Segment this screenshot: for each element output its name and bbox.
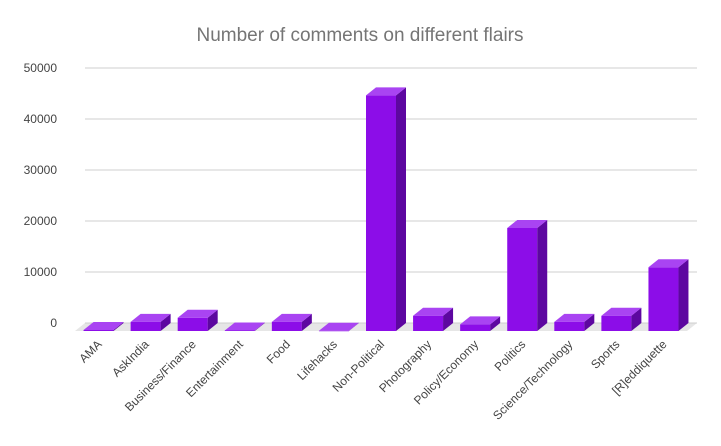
bars xyxy=(83,87,689,332)
bar-side xyxy=(113,321,124,331)
bar xyxy=(224,322,265,331)
x-axis-ticks: AMA AskIndiaBusiness/FinanceEntertainment… xyxy=(76,337,669,423)
x-tick-label: Lifehacks xyxy=(294,337,340,383)
bar-top xyxy=(648,259,689,268)
bar-top xyxy=(507,219,548,228)
bar-side xyxy=(631,307,642,331)
bar xyxy=(177,309,218,331)
bar-side xyxy=(678,259,689,331)
bar xyxy=(601,307,642,331)
bar xyxy=(413,307,454,331)
bar-front xyxy=(318,330,349,332)
bar-front xyxy=(601,315,632,331)
bar-side xyxy=(254,322,265,331)
bar xyxy=(648,259,689,331)
x-tick-label: Politics xyxy=(492,337,529,374)
bar-side xyxy=(301,313,312,331)
bar xyxy=(318,322,359,332)
bar-side xyxy=(537,219,548,331)
bar-top xyxy=(271,313,312,322)
y-tick-label: 10000 xyxy=(24,265,58,279)
bar xyxy=(460,316,501,331)
x-tick-label: Food xyxy=(264,337,293,366)
bar-front xyxy=(130,321,161,331)
bar-top xyxy=(554,313,595,322)
bar xyxy=(366,87,406,331)
bar-top xyxy=(413,307,454,316)
bar-side xyxy=(584,313,595,331)
bar-front xyxy=(507,227,538,331)
bar-side xyxy=(396,87,406,331)
bar-side xyxy=(490,316,501,331)
bar-front xyxy=(224,330,255,331)
bar xyxy=(271,313,312,331)
y-tick-label: 20000 xyxy=(24,214,58,228)
x-tick-label: Science/Technology xyxy=(490,337,575,422)
bar-front xyxy=(83,329,114,331)
bar xyxy=(554,313,595,331)
bar xyxy=(83,321,124,331)
bar-front xyxy=(177,317,208,331)
x-tick-label: AskIndia xyxy=(109,337,152,380)
bar-top xyxy=(601,307,642,316)
bar-side xyxy=(160,313,171,331)
bar-top xyxy=(130,313,171,322)
y-tick-label: 50000 xyxy=(24,61,58,75)
bar-top xyxy=(224,322,265,331)
bar-front xyxy=(271,321,302,331)
bar-front xyxy=(648,267,679,331)
chart-title: Number of comments on different flairs xyxy=(196,25,523,46)
y-axis-ticks: 0 10000 20000 30000 40000 50000 xyxy=(24,61,58,330)
y-tick-label: 30000 xyxy=(24,163,58,177)
bar-side xyxy=(348,322,359,331)
bar-side xyxy=(443,307,454,331)
y-tick-label: 40000 xyxy=(24,112,58,126)
bar-front xyxy=(554,321,585,331)
bar xyxy=(507,219,548,331)
x-tick-label: AMA xyxy=(76,337,104,365)
bar-top xyxy=(460,316,501,325)
bar-top xyxy=(318,322,359,331)
bar-top xyxy=(366,87,406,96)
bar xyxy=(130,313,171,331)
bar-front xyxy=(366,95,396,331)
bar-top xyxy=(83,321,124,330)
bar-side xyxy=(207,309,218,331)
bar-top xyxy=(177,309,218,318)
x-tick-label: Sports xyxy=(588,337,622,371)
bar-front xyxy=(413,315,444,331)
bar-front xyxy=(460,324,491,331)
y-tick-label: 0 xyxy=(50,316,57,330)
